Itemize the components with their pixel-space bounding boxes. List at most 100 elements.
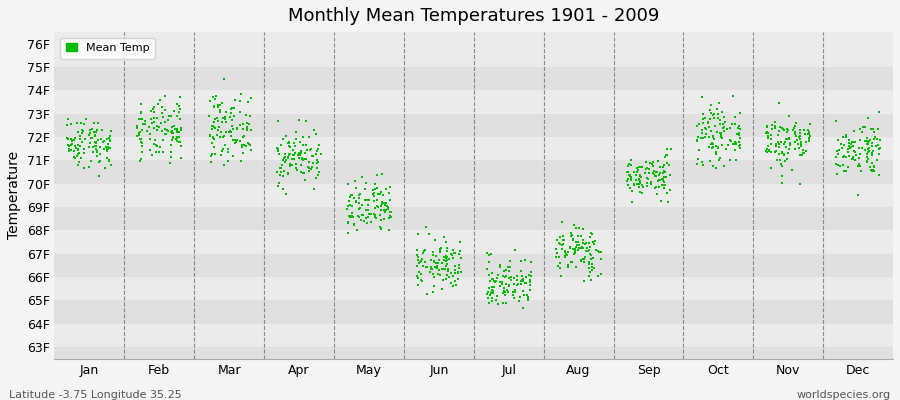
Point <box>732 139 746 146</box>
Point <box>861 140 876 146</box>
Point <box>296 169 310 176</box>
Point <box>71 147 86 153</box>
Point <box>239 124 254 131</box>
Point <box>733 135 747 142</box>
Point <box>768 123 782 129</box>
Point <box>793 152 807 158</box>
Point <box>100 144 114 151</box>
Point <box>361 214 375 220</box>
Point <box>202 113 216 119</box>
Point <box>382 209 397 215</box>
Point <box>709 106 724 112</box>
Point <box>101 146 115 152</box>
Point <box>418 248 432 254</box>
Point <box>760 129 774 136</box>
Point <box>568 247 582 253</box>
Point <box>763 140 778 147</box>
Point <box>580 245 595 252</box>
Point <box>219 119 233 125</box>
Point <box>164 142 178 148</box>
Point <box>381 203 395 210</box>
Point <box>286 140 301 146</box>
Point <box>660 160 674 166</box>
Point <box>288 150 302 156</box>
Point <box>68 155 82 162</box>
Point <box>855 129 869 136</box>
Point <box>279 133 293 139</box>
Point <box>208 96 222 102</box>
Point <box>302 159 317 165</box>
Point <box>619 168 634 175</box>
Point <box>147 104 161 110</box>
Point <box>454 255 468 262</box>
Point <box>484 251 499 258</box>
Point <box>345 192 359 198</box>
Point <box>733 126 747 132</box>
Point <box>309 175 323 181</box>
Point <box>223 133 238 140</box>
Point <box>204 152 219 159</box>
Point <box>278 150 293 157</box>
Point <box>565 236 580 243</box>
Point <box>724 138 739 145</box>
Point <box>554 265 568 272</box>
Point <box>205 126 220 132</box>
Point <box>452 264 466 271</box>
Point <box>227 105 241 112</box>
Point <box>446 255 460 262</box>
Point <box>846 155 860 162</box>
Point <box>760 124 774 130</box>
Point <box>503 258 517 264</box>
Point <box>592 249 607 256</box>
Point <box>292 138 307 145</box>
Point <box>579 248 593 255</box>
Point <box>374 188 388 195</box>
Point <box>221 158 236 164</box>
Point <box>89 140 104 146</box>
Point <box>594 270 608 277</box>
Point <box>441 255 455 262</box>
Point <box>341 229 356 236</box>
Point <box>437 257 452 264</box>
Point <box>620 163 634 170</box>
Point <box>696 162 710 168</box>
Point <box>584 252 598 259</box>
Point <box>794 140 808 147</box>
Point <box>281 155 295 161</box>
Point <box>352 200 366 206</box>
Point <box>150 101 165 107</box>
Point <box>310 160 324 166</box>
Point <box>654 175 669 182</box>
Point <box>92 158 106 165</box>
Point <box>848 157 862 163</box>
Point <box>410 246 425 253</box>
Point <box>624 174 638 180</box>
Point <box>788 122 802 129</box>
Point <box>294 168 309 175</box>
Point <box>301 164 315 170</box>
Point <box>839 153 853 160</box>
Point <box>500 264 515 270</box>
Point <box>212 134 227 141</box>
Point <box>660 146 674 152</box>
Point <box>351 194 365 201</box>
Point <box>695 127 709 133</box>
Point <box>566 251 580 257</box>
Point <box>431 271 446 278</box>
Point <box>484 295 499 302</box>
Point <box>778 139 792 145</box>
Point <box>696 120 710 126</box>
Point <box>362 211 376 218</box>
Point <box>764 149 778 156</box>
Point <box>632 164 646 170</box>
Point <box>482 278 497 284</box>
Point <box>379 200 393 206</box>
Point <box>799 138 814 145</box>
Point <box>152 148 166 155</box>
Point <box>415 278 429 284</box>
Point <box>302 164 316 171</box>
Point <box>444 269 458 276</box>
Point <box>374 225 388 231</box>
Point <box>364 210 378 217</box>
Point <box>699 126 714 132</box>
